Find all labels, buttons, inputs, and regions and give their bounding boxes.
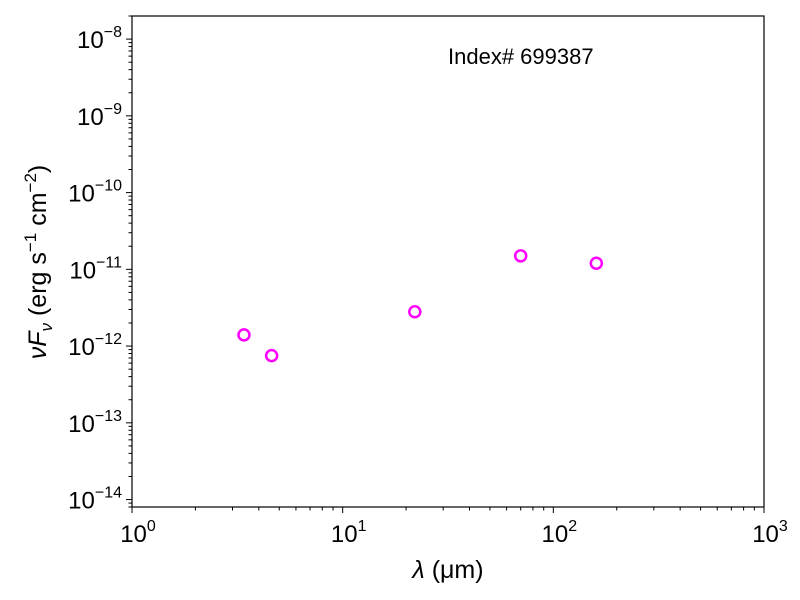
y-tick-label: 10−8 [77,24,122,54]
chart-annotation: Index# 699387 [448,44,594,69]
y-tick-label: 10−10 [68,178,122,208]
x-tick-label: 100 [120,518,156,548]
y-tick-label: 10−11 [69,254,122,284]
data-point [513,249,528,263]
data-point [589,256,604,271]
data-point [264,348,279,363]
y-axis-label: νFν (erg s−1 cm−2) [21,165,56,360]
y-tick-label: 10−14 [68,485,122,515]
y-tick-label: 10−13 [68,408,122,438]
x-tick-label: 101 [331,518,367,548]
x-tick-label: 102 [542,518,578,548]
y-tick-label: 10−12 [68,331,122,361]
plot-frame [131,15,765,508]
x-axis-label: λ (μm) [410,556,483,584]
x-tick-label: 103 [752,518,788,548]
axis-ticks: 100 101 102 103 10−14 10−13 10−12 10−11 10−10 10−… [68,15,788,548]
y-tick-label: 10−9 [77,101,122,131]
data-points [237,249,604,363]
data-point [237,328,251,342]
data-point [408,305,422,319]
